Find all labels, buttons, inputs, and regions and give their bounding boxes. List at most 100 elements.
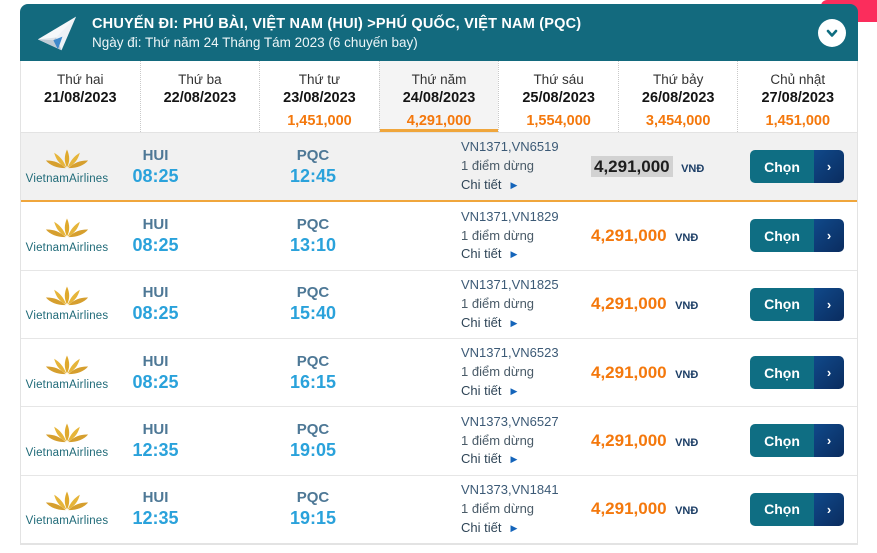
flight-row: VietnamAirlines HUI 08:25 PQC 13:10 VN13… (21, 202, 857, 271)
chevron-right-icon: › (814, 492, 844, 526)
choose-button-label: Chọn (750, 356, 814, 390)
flight-info-cell: VN1373,VN1841 1 điểm dừng Chi tiết ▶ (461, 481, 589, 538)
flight-numbers: VN1371,VN6519 (461, 139, 559, 155)
choose-button[interactable]: Chọn › (750, 150, 844, 184)
tab-date-label: 23/08/2023 (283, 90, 356, 106)
details-link[interactable]: Chi tiết ▶ (461, 314, 589, 333)
departure-cell: HUI 08:25 (113, 216, 198, 256)
date-tab[interactable]: Chủ nhật 27/08/2023 1,451,000 (737, 61, 857, 132)
arrival-time: 15:40 (289, 303, 337, 324)
tab-price-label: 1,451,000 (765, 113, 831, 129)
stops-label: 1 điểm dừng (461, 295, 535, 311)
date-tab[interactable]: Thứ ba 22/08/2023 (139, 61, 260, 132)
details-link[interactable]: Chi tiết ▶ (461, 176, 589, 195)
tab-date-label: 24/08/2023 (402, 90, 476, 106)
flight-row: VietnamAirlines HUI 12:35 PQC 19:05 VN13… (21, 407, 857, 476)
flight-info-cell: VN1371,VN1825 1 điểm dừng Chi tiết ▶ (461, 276, 589, 333)
arrival-code: PQC (296, 489, 330, 507)
chevron-right-icon: › (814, 424, 844, 458)
flight-row: VietnamAirlines HUI 08:25 PQC 16:15 VN13… (21, 338, 857, 408)
choose-button[interactable]: Chọn › (750, 356, 844, 390)
departure-code: HUI (142, 352, 169, 370)
currency-label: VNĐ (675, 505, 699, 518)
airline-name-label: VietnamAirlines (25, 172, 109, 185)
date-tab[interactable]: Thứ sáu 25/08/2023 1,554,000 (498, 61, 618, 132)
collapse-button[interactable] (818, 18, 846, 47)
airline-logo: VietnamAirlines (21, 218, 113, 254)
lotus-icon (45, 355, 89, 378)
price-amount: 4,291,000 (591, 294, 667, 314)
flight-row: VietnamAirlines HUI 08:25 PQC 12:45 VN13… (21, 133, 857, 203)
tab-price-label: 1,554,000 (526, 113, 591, 129)
currency-label: VNĐ (681, 162, 705, 175)
details-link[interactable]: Chi tiết ▶ (461, 245, 589, 264)
price-cell: 4,291,000 VNĐ (589, 294, 750, 314)
date-tab[interactable]: Thứ bảy 26/08/2023 3,454,000 (617, 61, 738, 132)
choose-button-label: Chọn (750, 287, 814, 321)
arrival-cell: PQC 12:45 (198, 147, 428, 187)
tab-day-label: Thứ tư (298, 72, 341, 87)
departure-code: HUI (142, 146, 169, 164)
departure-time: 12:35 (132, 508, 179, 529)
airline-logo: VietnamAirlines (21, 286, 113, 322)
flight-info-cell: VN1373,VN6527 1 điểm dừng Chi tiết ▶ (461, 413, 589, 470)
price-amount: 4,291,000 (591, 155, 673, 177)
stops-label: 1 điểm dừng (461, 364, 535, 380)
tab-day-label: Thứ bảy (653, 72, 704, 87)
flight-info-cell: VN1371,VN6519 1 điểm dừng Chi tiết ▶ (461, 138, 589, 195)
flight-list: VietnamAirlines HUI 08:25 PQC 12:45 VN13… (20, 133, 858, 545)
arrival-code: PQC (296, 146, 330, 164)
tab-date-label: 26/08/2023 (641, 90, 715, 106)
choose-button[interactable]: Chọn › (750, 424, 844, 458)
departure-time: 08:25 (132, 165, 179, 186)
arrival-time: 19:15 (289, 508, 337, 529)
paper-plane-icon (35, 13, 79, 53)
stops-label: 1 điểm dừng (461, 158, 535, 174)
tab-day-label: Thứ năm (411, 72, 467, 87)
departure-cell: HUI 08:25 (113, 147, 198, 187)
results-container: CHUYẾN ĐI: PHÚ BÀI, VIỆT NAM (HUI) >PHÚ … (20, 4, 858, 545)
details-link[interactable]: Chi tiết ▶ (461, 450, 589, 469)
details-label: Chi tiết (461, 451, 502, 467)
departure-time: 08:25 (132, 371, 179, 392)
flight-row: VietnamAirlines HUI 08:25 PQC 15:40 VN13… (21, 270, 857, 339)
arrival-time: 12:45 (289, 165, 337, 186)
currency-label: VNĐ (675, 436, 699, 449)
flight-numbers: VN1371,VN1829 (461, 208, 559, 224)
details-link[interactable]: Chi tiết ▶ (461, 519, 589, 538)
flight-numbers: VN1371,VN6523 (461, 345, 559, 361)
choose-button[interactable]: Chọn › (750, 492, 844, 526)
price-amount: 4,291,000 (591, 362, 667, 382)
triangle-right-icon: ▶ (510, 317, 518, 328)
lotus-icon (45, 286, 89, 309)
price-amount: 4,291,000 (591, 225, 667, 245)
departure-cell: HUI 12:35 (113, 489, 198, 529)
tab-date-label: 25/08/2023 (522, 90, 595, 106)
price-cell: 4,291,000 VNĐ (589, 431, 750, 451)
triangle-right-icon: ▶ (510, 385, 518, 396)
details-label: Chi tiết (461, 383, 502, 399)
trip-date-subtitle: Ngày đi: Thứ năm 24 Tháng Tám 2023 (6 ch… (92, 34, 418, 50)
arrival-cell: PQC 15:40 (198, 284, 428, 324)
trip-route-title: CHUYẾN ĐI: PHÚ BÀI, VIỆT NAM (HUI) >PHÚ … (92, 15, 582, 32)
tab-price-label: 1,451,000 (287, 113, 352, 129)
tab-day-label: Thứ ba (178, 72, 222, 87)
flight-info-cell: VN1371,VN6523 1 điểm dừng Chi tiết ▶ (461, 344, 589, 401)
tab-price-label: 4,291,000 (406, 113, 472, 129)
choose-button[interactable]: Chọn › (750, 287, 844, 321)
date-tab[interactable]: Thứ tư 23/08/2023 1,451,000 (259, 61, 379, 132)
choose-button-label: Chọn (750, 219, 814, 253)
date-tab[interactable]: Thứ hai 21/08/2023 (21, 61, 140, 132)
departure-time: 08:25 (132, 303, 179, 324)
tab-date-label: 27/08/2023 (761, 90, 835, 106)
choose-button[interactable]: Chọn › (750, 219, 844, 253)
details-link[interactable]: Chi tiết ▶ (461, 382, 589, 401)
arrival-code: PQC (296, 284, 330, 302)
flight-info-cell: VN1371,VN1829 1 điểm dừng Chi tiết ▶ (461, 208, 589, 265)
chevron-right-icon: › (814, 356, 844, 390)
tab-day-label: Thứ hai (57, 72, 104, 87)
date-tab[interactable]: Thứ năm 24/08/2023 4,291,000 (378, 61, 499, 132)
price-amount: 4,291,000 (591, 430, 667, 450)
price-cell: 4,291,000 VNĐ (589, 499, 750, 519)
